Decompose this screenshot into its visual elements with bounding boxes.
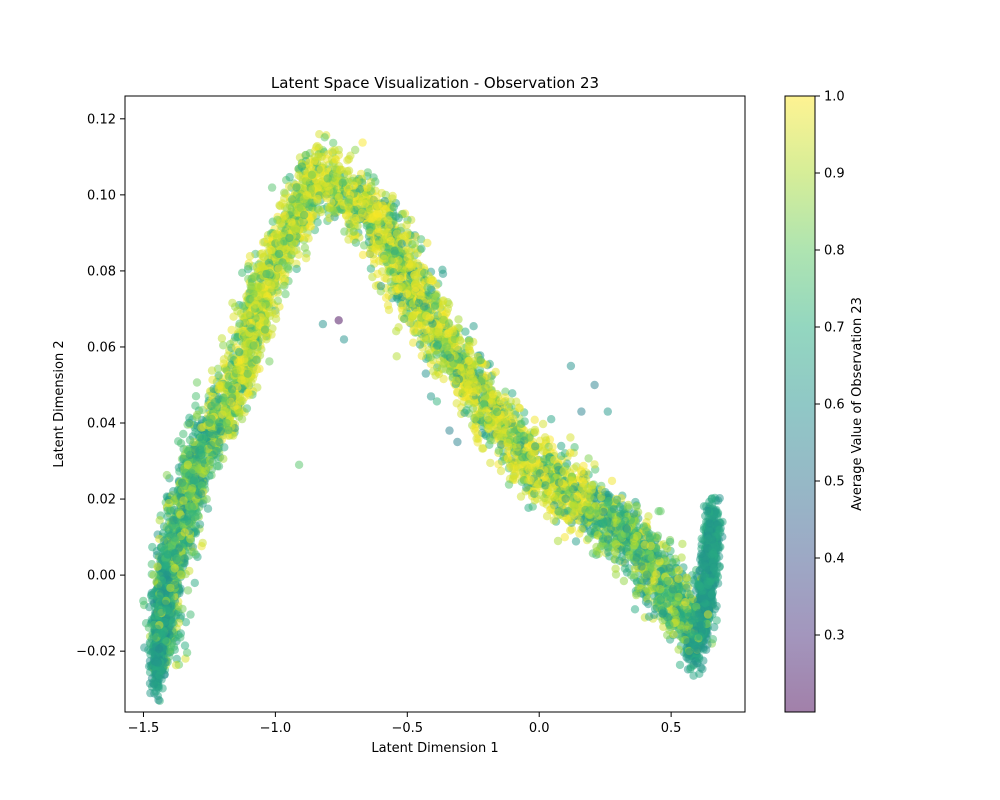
scatter-point [139,596,148,606]
scatter-point [409,338,418,347]
scatter-point [155,516,164,525]
scatter-point [538,419,548,429]
scatter-point [557,441,566,451]
scatter-point [663,544,672,553]
scatter-point [382,274,391,283]
scatter-point [267,183,277,192]
scatter-point [329,138,338,148]
scatter-point [258,238,268,247]
scatter-point [438,297,447,306]
scatter-point [262,335,271,344]
scatter-point [154,695,163,705]
scatter-point [365,249,375,258]
scatter-point [281,289,290,299]
scatter-point [678,539,687,549]
scatter-point [528,502,537,511]
scatter-point [486,458,495,468]
scatter-point [268,324,277,333]
scatter-point [214,371,223,380]
scatter-point [227,325,236,335]
scatter-point [496,466,506,476]
scatter-point [190,578,199,588]
scatter-point [630,605,640,614]
scatter-point [358,138,367,147]
scatter-point [186,610,195,619]
scatter-point [469,322,478,331]
scatter-point [301,254,311,263]
scatter-point [632,577,641,586]
scatter-point [285,172,294,182]
scatter-point [265,357,274,366]
scatter-point [619,576,629,586]
scatter-point [219,341,228,350]
scatter-point [530,496,540,505]
scatter-point [176,439,186,448]
scatter-point [351,145,360,155]
scatter-point [454,315,463,324]
scatter-point [182,648,192,657]
scatter-point [179,429,188,439]
scatter-point [491,367,500,377]
scatter-point [381,190,390,200]
chart-title: Latent Space Visualization - Observation… [271,74,599,92]
scatter-point [416,235,426,244]
scatter-point [191,401,200,410]
scatter-point [494,460,503,469]
scatter-point [313,218,322,227]
scatter-point [548,442,557,451]
scatter-point [566,433,575,442]
scatter-point [191,392,201,401]
scatter-point [661,556,671,566]
scatter-point [366,264,376,273]
scatter-point [584,454,593,463]
scatter-point [192,378,202,387]
scatter-point [438,265,447,274]
scatter-point [615,556,624,565]
scatter-point [301,150,310,160]
scatter-point [689,671,698,680]
scatter-point [439,374,448,384]
scatter-point [569,464,579,473]
scatter-point [567,525,577,534]
scatter-point [547,415,556,424]
scatter-point [549,516,559,525]
scatter-point [675,660,685,670]
scatter-point [674,645,683,654]
scatter-point [404,246,414,255]
scatter-point [363,168,372,177]
scatter-point [284,182,294,191]
scatter-point [710,622,719,632]
scatter-point [171,661,181,670]
scatter-point [461,327,470,336]
scatter-points [139,130,727,705]
scatter-point [504,480,514,489]
scatter-point [611,564,620,573]
scatter-point [392,352,401,361]
scatter-point [162,470,172,480]
